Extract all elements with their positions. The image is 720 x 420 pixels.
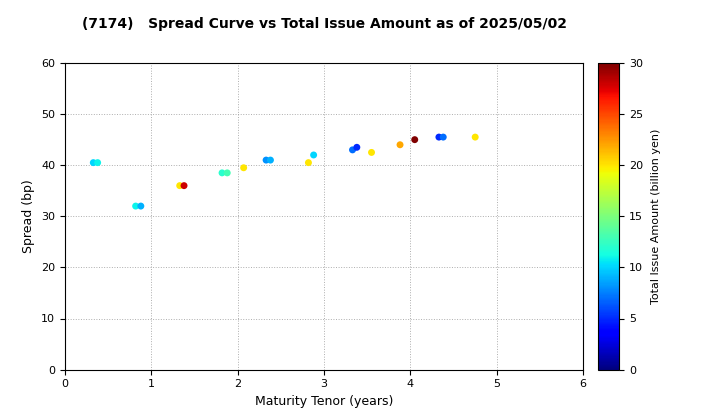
Point bbox=[347, 147, 359, 153]
Point bbox=[438, 134, 449, 140]
Point bbox=[351, 144, 363, 151]
Point bbox=[238, 164, 249, 171]
Y-axis label: Spread (bp): Spread (bp) bbox=[22, 179, 35, 253]
Point bbox=[409, 136, 420, 143]
Point bbox=[179, 182, 190, 189]
Point bbox=[92, 159, 104, 166]
Text: (7174)   Spread Curve vs Total Issue Amount as of 2025/05/02: (7174) Spread Curve vs Total Issue Amoun… bbox=[81, 17, 567, 31]
X-axis label: Maturity Tenor (years): Maturity Tenor (years) bbox=[255, 395, 393, 408]
Point bbox=[433, 134, 445, 140]
Y-axis label: Total Issue Amount (billion yen): Total Issue Amount (billion yen) bbox=[652, 129, 662, 304]
Point bbox=[261, 157, 272, 163]
Point bbox=[135, 203, 147, 210]
Point bbox=[130, 203, 141, 210]
Point bbox=[88, 159, 99, 166]
Point bbox=[302, 159, 314, 166]
Point bbox=[265, 157, 276, 163]
Point bbox=[469, 134, 481, 140]
Point bbox=[366, 149, 377, 156]
Point bbox=[395, 142, 406, 148]
Point bbox=[222, 170, 233, 176]
Point bbox=[174, 182, 186, 189]
Point bbox=[216, 170, 228, 176]
Point bbox=[308, 152, 320, 158]
